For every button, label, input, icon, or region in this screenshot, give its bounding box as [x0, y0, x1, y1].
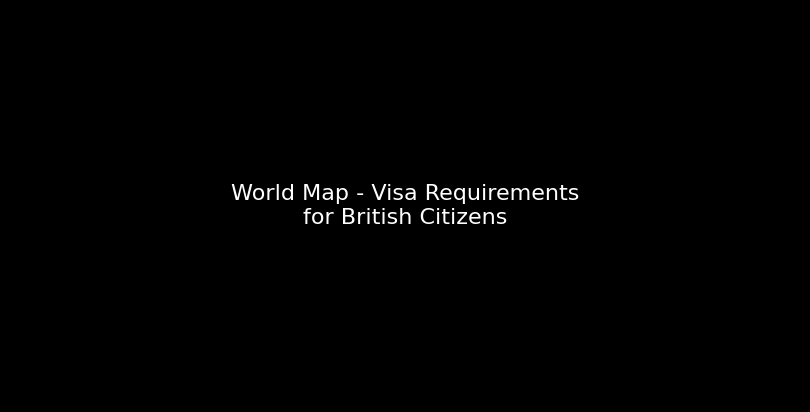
Text: World Map - Visa Requirements
for British Citizens: World Map - Visa Requirements for Britis… [231, 185, 579, 227]
